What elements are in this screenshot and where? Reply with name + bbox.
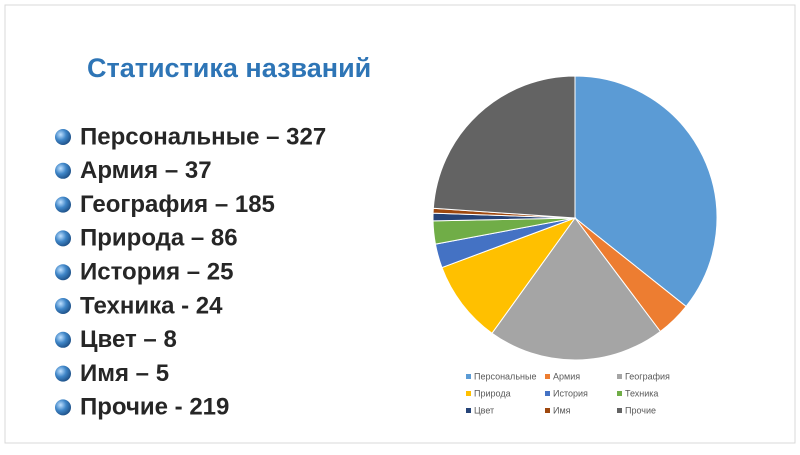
bullet xyxy=(55,162,71,179)
list-item: Цвет – 8 xyxy=(80,326,177,353)
list-item: Техника - 24 xyxy=(80,292,223,319)
bullet xyxy=(55,365,71,382)
legend-label: Природа xyxy=(474,388,511,398)
legend-swatch xyxy=(545,391,550,396)
legend-swatch xyxy=(617,408,622,413)
bullet xyxy=(55,399,71,416)
legend-label: История xyxy=(553,388,588,398)
pie-slice xyxy=(491,217,662,361)
list-item: Имя – 5 xyxy=(80,360,169,387)
legend-swatch xyxy=(466,391,471,396)
legend-label: География xyxy=(625,371,670,381)
bullet xyxy=(55,298,71,314)
bullet xyxy=(55,230,71,247)
legend-label: Персональные xyxy=(474,371,536,381)
list-item: География – 185 xyxy=(80,191,275,218)
slide-title: Статистика названий xyxy=(87,53,371,83)
legend-swatch xyxy=(466,374,471,379)
legend-swatch xyxy=(545,374,550,379)
bullet-list: Персональные – 327 Армия – 37 География – … xyxy=(55,123,326,421)
bullet xyxy=(55,196,71,213)
legend-label: Техника xyxy=(625,388,658,398)
legend: Персональные Армия География Природа История… xyxy=(466,371,670,415)
bullet xyxy=(55,129,71,145)
list-item: Персональные – 327 xyxy=(80,123,326,150)
bullet xyxy=(55,331,71,348)
legend-swatch xyxy=(617,374,622,379)
legend-label: Армия xyxy=(553,371,580,381)
legend-label: Прочие xyxy=(625,405,656,415)
list-item: История – 25 xyxy=(80,259,234,286)
bullet xyxy=(55,264,71,281)
legend-label: Имя xyxy=(553,405,571,415)
pie-slice xyxy=(432,75,576,219)
pie-slice xyxy=(574,75,718,308)
legend-swatch xyxy=(617,391,622,396)
pie-slice xyxy=(441,216,577,334)
list-item: Природа – 86 xyxy=(80,225,238,252)
list-item: Прочие - 219 xyxy=(80,394,229,421)
legend-swatch xyxy=(466,408,471,413)
legend-swatch xyxy=(545,408,550,413)
pie-chart xyxy=(432,75,718,361)
list-item: Армия – 37 xyxy=(80,157,212,184)
legend-label: Цвет xyxy=(474,405,494,415)
